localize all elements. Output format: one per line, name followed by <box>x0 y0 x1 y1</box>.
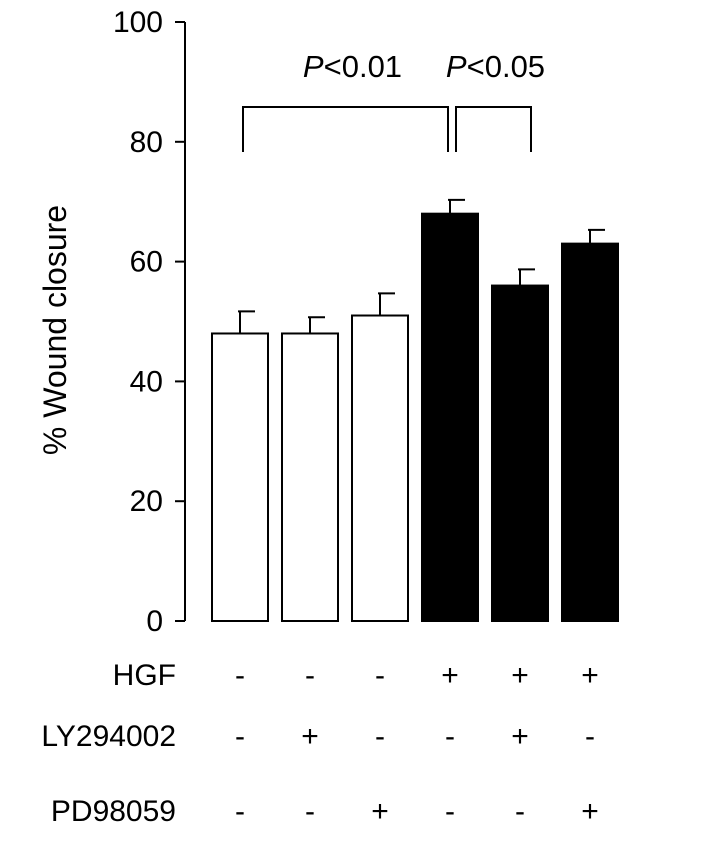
condition-sign: - <box>585 720 595 753</box>
condition-sign: - <box>305 795 315 828</box>
error-bar-3 <box>378 292 395 316</box>
condition-table: HGF - - - + + + LY294002 - + - - + - PD98059 - - + - - + <box>41 659 598 828</box>
y-tick-label: 0 <box>146 605 163 638</box>
condition-sign: + <box>511 659 529 692</box>
condition-sign: - <box>235 659 245 692</box>
condition-sign: + <box>301 720 319 753</box>
error-bar-4 <box>448 198 465 214</box>
y-axis: 0 20 40 60 80 100 <box>113 6 186 638</box>
bar-1 <box>211 332 269 622</box>
condition-sign: - <box>445 795 455 828</box>
significance-brackets: P<0.01 P<0.05 <box>242 49 545 153</box>
condition-sign: - <box>515 795 525 828</box>
condition-sign: + <box>511 720 529 753</box>
y-tick-label: 60 <box>130 246 163 279</box>
bar-5 <box>491 284 549 622</box>
p-value-label-2: P<0.05 <box>446 49 545 84</box>
p-value-label-1: P<0.01 <box>303 49 402 84</box>
condition-label: PD98059 <box>51 795 176 828</box>
condition-sign: + <box>581 795 599 828</box>
comparison-bracket-1: P<0.01 <box>242 49 449 153</box>
condition-sign: - <box>375 659 385 692</box>
bar-3 <box>351 314 409 622</box>
y-tick-label: 20 <box>130 485 163 518</box>
error-bar-5 <box>518 268 535 286</box>
condition-label: HGF <box>113 659 176 692</box>
error-bar-2 <box>308 316 325 334</box>
y-tick-label: 40 <box>130 365 163 398</box>
condition-sign: - <box>375 720 385 753</box>
condition-sign: - <box>445 720 455 753</box>
condition-sign: + <box>441 659 459 692</box>
condition-sign: - <box>235 795 245 828</box>
condition-sign: - <box>305 659 315 692</box>
bar-4 <box>421 212 479 622</box>
comparison-bracket-2: P<0.05 <box>446 49 545 153</box>
condition-sign: - <box>235 720 245 753</box>
error-bars <box>238 198 605 334</box>
condition-label: LY294002 <box>41 720 176 753</box>
condition-sign: + <box>371 795 389 828</box>
bar-2 <box>281 332 339 622</box>
condition-sign: + <box>581 659 599 692</box>
error-bar-6 <box>588 228 605 244</box>
y-tick-label: 100 <box>113 6 163 39</box>
y-axis-label: % Wound closure <box>37 205 73 455</box>
bar-6 <box>561 242 619 622</box>
bars <box>211 212 619 622</box>
y-tick-label: 80 <box>130 126 163 159</box>
error-bar-1 <box>238 310 255 334</box>
